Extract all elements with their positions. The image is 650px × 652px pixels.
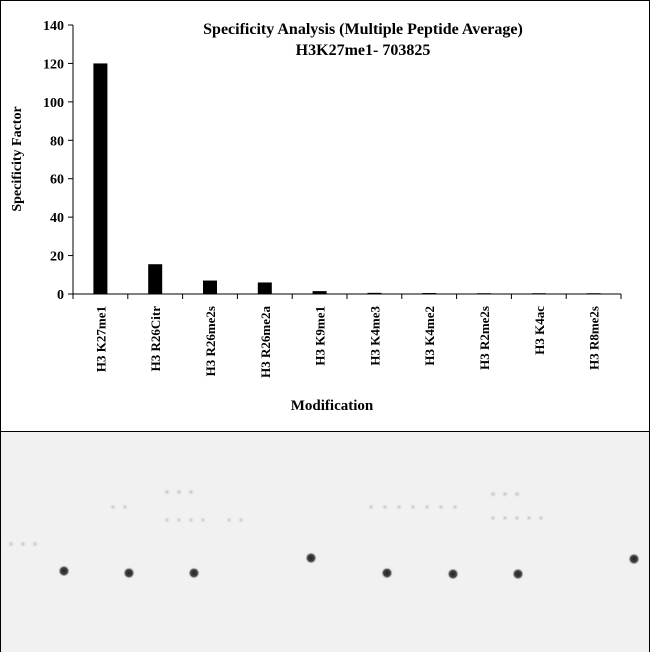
bar xyxy=(477,293,491,295)
bar xyxy=(312,291,327,294)
strong-dots xyxy=(58,552,640,580)
axes xyxy=(72,25,621,295)
ticks-group: 0 20 40 60 80 100 120 140 H3 K27me1 H3 R26Citr H3 … xyxy=(43,19,622,378)
x-tick-label: H3 K4ac xyxy=(532,306,547,355)
bar xyxy=(93,63,108,294)
x-tick-label: H3 R26Citr xyxy=(148,306,163,372)
y-tick-label: 120 xyxy=(43,57,64,72)
bars-group xyxy=(93,63,601,295)
chart-svg: Specificity Analysis (Multiple Peptide A… xyxy=(10,19,622,414)
y-axis-label: Specificity Factor xyxy=(10,106,25,211)
y-tick-label: 60 xyxy=(50,173,64,188)
x-tick-label: H3 K4me2 xyxy=(422,306,437,366)
bar xyxy=(257,282,272,294)
bar xyxy=(148,264,163,294)
dot-blot-image xyxy=(1,431,649,652)
x-tick-label: H3 R2me2s xyxy=(477,306,492,370)
bar xyxy=(422,293,437,295)
y-tick-label: 100 xyxy=(43,96,64,111)
bar xyxy=(531,293,546,295)
x-tick-label: H3 R26me2s xyxy=(203,306,218,376)
bar xyxy=(367,292,382,294)
dot-blot-svg xyxy=(7,488,640,580)
x-tick-label: H3 R26me2a xyxy=(258,306,273,378)
y-tick-label: 40 xyxy=(50,211,64,226)
y-tick-label: 140 xyxy=(43,19,64,34)
chart-subtitle: H3K27me1- 703825 xyxy=(296,42,431,59)
chart-title: Specificity Analysis (Multiple Peptide A… xyxy=(203,21,523,38)
x-axis-label: Modification xyxy=(291,398,374,414)
y-tick-label: 0 xyxy=(57,288,64,303)
faint-dots xyxy=(7,488,545,548)
bar xyxy=(586,293,601,295)
x-tick-label: H3 K9me1 xyxy=(313,306,328,366)
x-tick-label: H3 K27me1 xyxy=(93,306,108,372)
y-tick-label: 80 xyxy=(50,134,64,149)
y-tick-label: 20 xyxy=(50,250,64,265)
x-tick-label: H3 R8me2s xyxy=(587,306,602,370)
bar xyxy=(203,280,217,294)
x-tick-label: H3 K4me3 xyxy=(367,306,382,366)
bar-chart: Specificity Analysis (Multiple Peptide A… xyxy=(1,1,649,431)
